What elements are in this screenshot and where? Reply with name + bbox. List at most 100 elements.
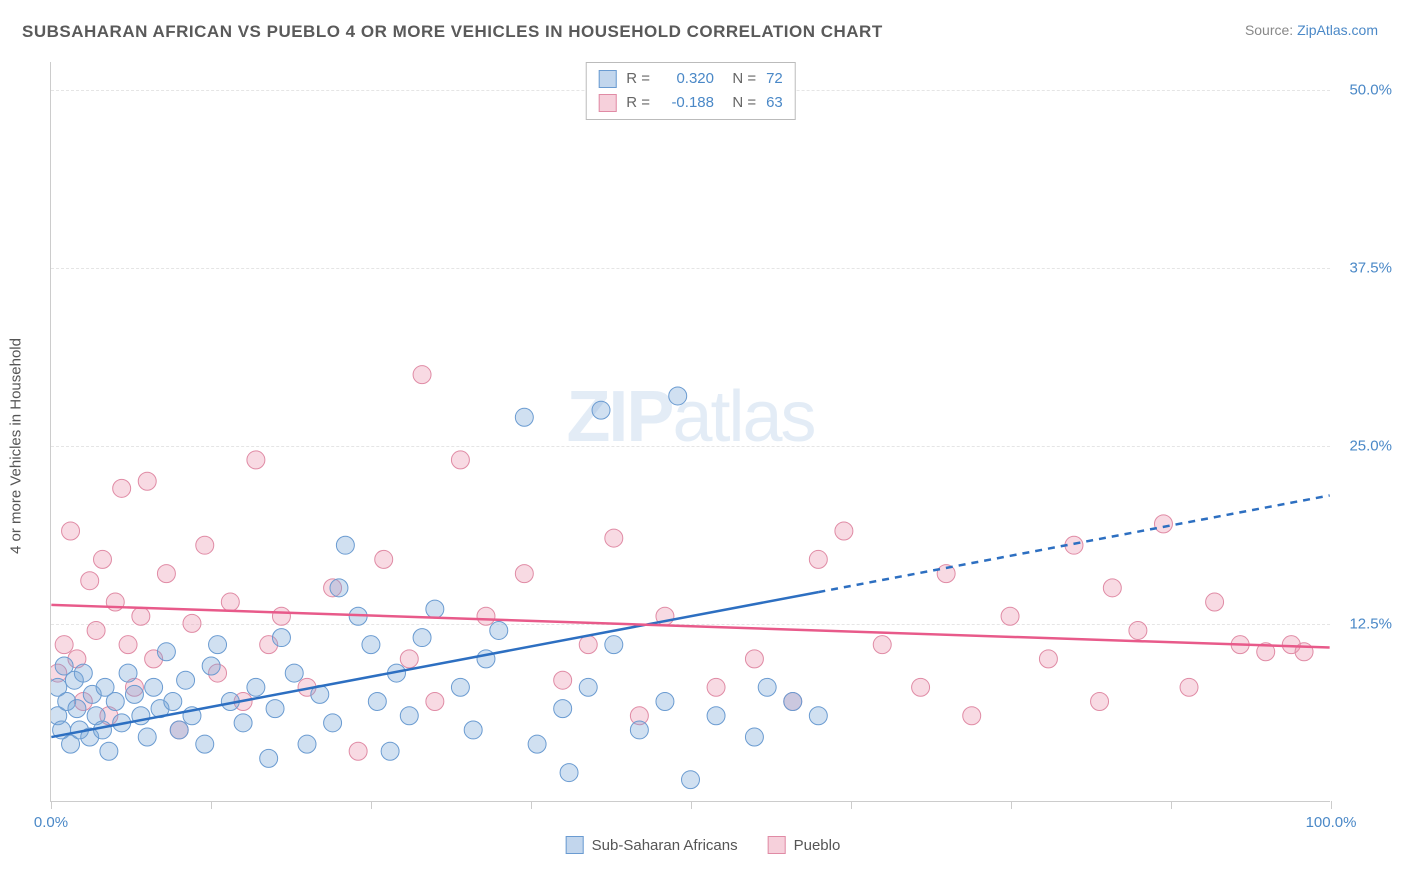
data-point xyxy=(221,593,239,611)
data-point xyxy=(413,629,431,647)
data-point xyxy=(579,636,597,654)
data-point xyxy=(592,401,610,419)
data-point xyxy=(285,664,303,682)
legend-swatch xyxy=(768,836,786,854)
x-tick xyxy=(1011,801,1012,809)
data-point xyxy=(426,600,444,618)
data-point xyxy=(324,714,342,732)
stats-r-value: 0.320 xyxy=(660,67,714,91)
data-point xyxy=(170,721,188,739)
stats-n-value: 72 xyxy=(766,67,783,91)
data-point xyxy=(745,650,763,668)
x-tick xyxy=(371,801,372,809)
y-tick-label: 12.5% xyxy=(1349,616,1392,633)
scatter-chart-svg xyxy=(51,62,1330,801)
data-point xyxy=(413,366,431,384)
data-point xyxy=(349,742,367,760)
data-point xyxy=(183,614,201,632)
source-link[interactable]: ZipAtlas.com xyxy=(1297,22,1378,38)
plot-area: ZIPatlas R = 0.320 N = 72 R = -0.188 N =… xyxy=(50,62,1330,802)
data-point xyxy=(94,550,112,568)
data-point xyxy=(669,387,687,405)
data-point xyxy=(375,550,393,568)
stats-n-label: N = xyxy=(724,91,756,115)
data-point xyxy=(177,671,195,689)
x-tick xyxy=(1171,801,1172,809)
data-point xyxy=(1091,693,1109,711)
data-point xyxy=(260,749,278,767)
stats-row: R = 0.320 N = 72 xyxy=(598,67,783,91)
data-point xyxy=(362,636,380,654)
data-point xyxy=(963,707,981,725)
data-point xyxy=(74,664,92,682)
data-point xyxy=(835,522,853,540)
stats-n-label: N = xyxy=(724,67,756,91)
data-point xyxy=(809,707,827,725)
data-point xyxy=(400,650,418,668)
data-point xyxy=(55,636,73,654)
x-tick xyxy=(1331,801,1332,809)
trend-line-extrapolated xyxy=(818,495,1329,592)
data-point xyxy=(758,678,776,696)
data-point xyxy=(1001,607,1019,625)
data-point xyxy=(298,735,316,753)
data-point xyxy=(1065,536,1083,554)
data-point xyxy=(234,714,252,732)
data-point xyxy=(528,735,546,753)
y-tick-label: 50.0% xyxy=(1349,82,1392,99)
data-point xyxy=(1154,515,1172,533)
stats-r-label: R = xyxy=(626,67,650,91)
data-point xyxy=(1039,650,1057,668)
data-point xyxy=(1206,593,1224,611)
source-prefix: Source: xyxy=(1245,22,1297,38)
data-point xyxy=(157,565,175,583)
data-point xyxy=(368,693,386,711)
x-tick xyxy=(531,801,532,809)
data-point xyxy=(426,693,444,711)
source-attribution: Source: ZipAtlas.com xyxy=(1245,22,1378,38)
data-point xyxy=(145,678,163,696)
data-point xyxy=(707,707,725,725)
data-point xyxy=(560,764,578,782)
data-point xyxy=(272,607,290,625)
data-point xyxy=(707,678,725,696)
legend-label: Sub-Saharan Africans xyxy=(592,837,738,854)
y-axis-title: 4 or more Vehicles in Household xyxy=(8,338,25,554)
data-point xyxy=(157,643,175,661)
y-tick-label: 37.5% xyxy=(1349,260,1392,277)
data-point xyxy=(579,678,597,696)
data-point xyxy=(1103,579,1121,597)
data-point xyxy=(106,693,124,711)
data-point xyxy=(247,451,265,469)
data-point xyxy=(138,728,156,746)
stats-row: R = -0.188 N = 63 xyxy=(598,91,783,115)
data-point xyxy=(912,678,930,696)
stats-n-value: 63 xyxy=(766,91,783,115)
data-point xyxy=(605,636,623,654)
data-point xyxy=(400,707,418,725)
data-point xyxy=(682,771,700,789)
data-point xyxy=(745,728,763,746)
data-point xyxy=(809,550,827,568)
x-tick xyxy=(851,801,852,809)
data-point xyxy=(113,479,131,497)
x-tick xyxy=(211,801,212,809)
legend-item: Pueblo xyxy=(768,836,841,854)
data-point xyxy=(554,700,572,718)
data-point xyxy=(132,607,150,625)
data-point xyxy=(1180,678,1198,696)
stats-r-label: R = xyxy=(626,91,650,115)
data-point xyxy=(630,721,648,739)
chart-title: SUBSAHARAN AFRICAN VS PUEBLO 4 OR MORE V… xyxy=(22,22,883,42)
data-point xyxy=(381,742,399,760)
x-tick-label: 100.0% xyxy=(1306,814,1357,831)
data-point xyxy=(477,607,495,625)
data-point xyxy=(336,536,354,554)
data-point xyxy=(784,693,802,711)
data-point xyxy=(138,472,156,490)
data-point xyxy=(62,522,80,540)
data-point xyxy=(490,621,508,639)
data-point xyxy=(247,678,265,696)
data-point xyxy=(515,408,533,426)
legend-label: Pueblo xyxy=(794,837,841,854)
